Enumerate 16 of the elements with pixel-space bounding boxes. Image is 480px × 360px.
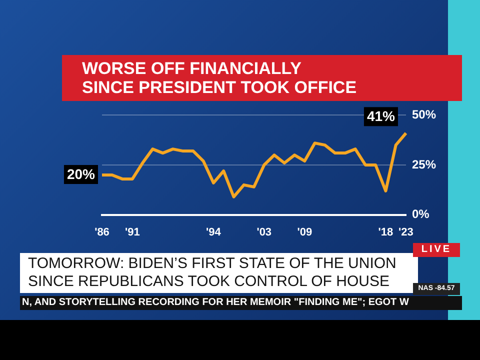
- data-label: 20%: [66, 166, 96, 182]
- data-label: 41%: [366, 108, 396, 124]
- chart-title: WORSE OFF FINANCIALLY SINCE PRESIDENT TOOK OFFICE: [82, 59, 358, 97]
- x-tick-label: '86: [94, 226, 110, 238]
- y-tick-label: 0%: [412, 207, 430, 222]
- x-tick-label: '09: [297, 226, 312, 238]
- y-tick-label: 50%: [412, 108, 436, 122]
- x-tick-label: '18: [378, 226, 394, 238]
- text: N, AND STORYTELLING RECORDING FOR HER MEMOIR "FINDING ME"; EGOT W: [20, 296, 462, 310]
- x-tick-label: '94: [206, 226, 222, 238]
- x-tick-label: '91: [124, 226, 140, 238]
- text: LIVE: [413, 243, 460, 257]
- y-tick-label: 25%: [412, 157, 436, 172]
- text: TOMORROW: BIDEN’S FIRST STATE OF THE UNION SINCE REPUBLICANS TOOK CONTROL OF HOUSE: [28, 255, 398, 291]
- x-tick-label: '23: [398, 226, 414, 238]
- x-tick-label: '03: [256, 226, 272, 238]
